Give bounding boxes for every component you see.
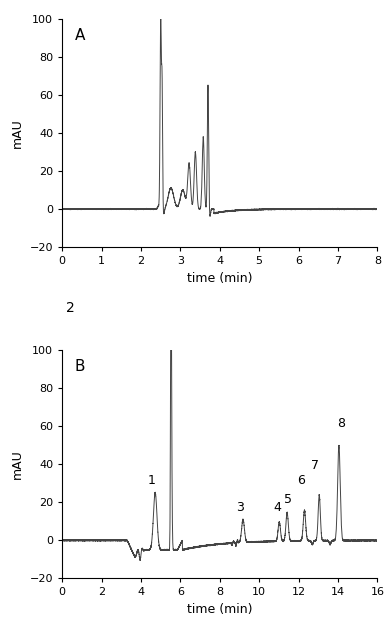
Text: 4: 4 xyxy=(273,501,281,514)
X-axis label: time (min): time (min) xyxy=(187,272,252,285)
Text: 2: 2 xyxy=(66,301,74,315)
Y-axis label: mAU: mAU xyxy=(11,118,24,148)
Text: 6: 6 xyxy=(298,474,305,487)
Text: 5: 5 xyxy=(284,493,292,506)
Text: B: B xyxy=(75,359,85,374)
Text: 1: 1 xyxy=(148,474,156,487)
Y-axis label: mAU: mAU xyxy=(11,449,24,479)
Text: 7: 7 xyxy=(311,459,319,472)
Text: 3: 3 xyxy=(237,501,244,514)
X-axis label: time (min): time (min) xyxy=(187,603,252,616)
Text: A: A xyxy=(75,28,85,43)
Text: 8: 8 xyxy=(337,417,345,430)
